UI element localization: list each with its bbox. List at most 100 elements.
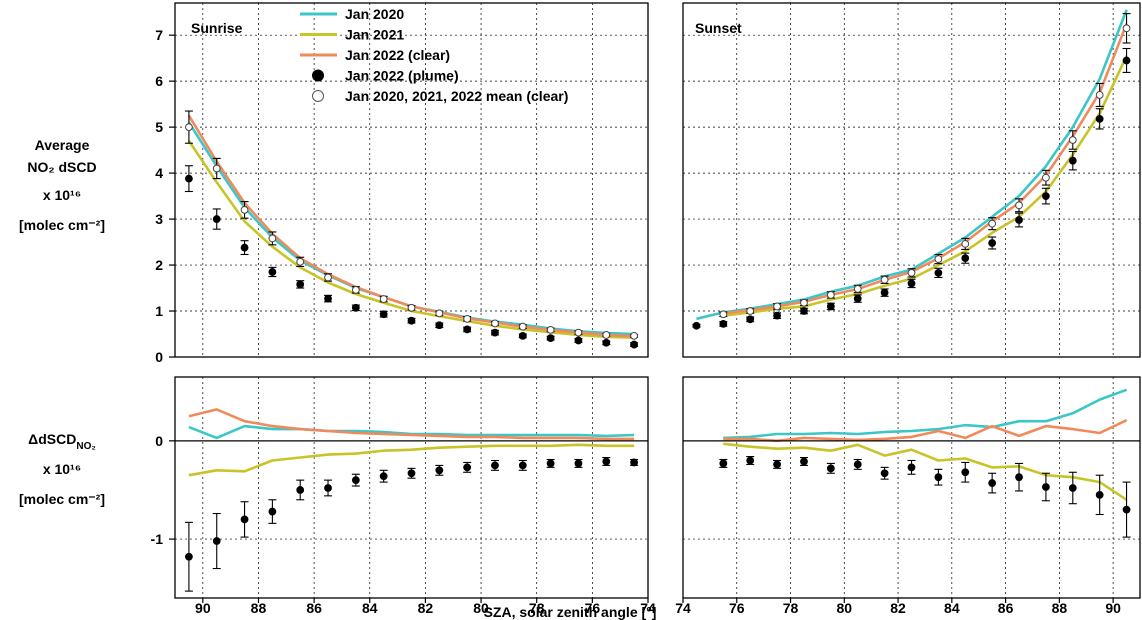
mean-clear-point [602,331,611,339]
delta-plume-point [907,463,916,472]
plume-point [907,279,916,288]
bottom-ylabel-line1: ΔdSCDNO₂ [28,431,96,452]
x-tick-label: 74 [675,600,691,616]
top-ylabel-line1: Average [35,137,90,153]
plume-point [463,325,472,334]
mean-clear-point [240,205,249,214]
delta-plume-point [826,464,835,473]
delta-plume-point [546,459,555,468]
panel-frame [174,2,649,358]
x-tick-label: 86 [998,600,1014,616]
mean-clear-point [518,322,527,331]
plume-point [379,310,388,319]
plume-point [800,307,808,315]
mean-clear-point [463,314,472,323]
delta-plume-point [379,472,388,481]
mean-clear-point [185,123,193,132]
plume-point [1042,192,1050,200]
delta-plume-point [574,459,583,468]
delta-line-sunrise [188,443,635,477]
plume-point [1015,216,1023,224]
mean-clear-point [1122,24,1131,33]
mean-clear-point [546,325,555,334]
delta-plume-point [463,463,472,472]
x-tick-label: 84 [944,600,960,616]
x-tick-label: 84 [362,600,378,616]
plume-point [491,328,499,337]
series-line-sunrise [187,121,635,336]
mean-clear-point [880,275,889,284]
mean-clear-point [351,285,360,294]
plume-point [719,319,728,328]
top-ylabel-line3: x 10¹⁶ [43,187,81,203]
x-tick-label: 74 [640,600,656,616]
delta-plume-point [746,456,755,465]
x-tick-label: 78 [783,600,799,616]
mean-clear-point [574,328,583,337]
mean-clear-point [961,240,970,248]
delta-plume-point [491,461,499,470]
plume-point [407,316,416,325]
x-tick-label: 80 [473,600,489,616]
top-ylabel-line4: [molec cm⁻²] [19,217,105,233]
x-tick-label: 82 [890,600,906,616]
y-tick-label: 5 [155,119,163,135]
series-line-sunset [723,55,1128,317]
x-tick-label: 88 [1052,600,1068,616]
delta-plume-point [435,466,444,475]
delta-plume-point [1015,473,1023,482]
plume-point [853,294,862,303]
delta-plume-point [853,460,862,469]
mean-clear-point [1042,173,1050,182]
plume-point [296,280,305,289]
mean-clear-point [407,303,416,312]
x-tick-label: 80 [837,600,853,616]
mean-clear-point [934,255,943,263]
y-tick-label: 2 [155,257,163,273]
plume-point [1068,156,1077,165]
bottom-ylabel-subscript: NO₂ [76,441,95,452]
sunset-title: Sunset [695,20,742,36]
plume-point [212,215,221,223]
mean-clear-point [800,298,808,307]
delta-plume-point [268,507,277,516]
plume-point [961,254,970,263]
top-ylabel-line2: NO₂ dSCD [27,159,96,175]
delta-line-sunset [723,388,1128,440]
bottom-ylabel-line4: [molec cm⁻²] [19,491,105,507]
plume-point [185,174,193,183]
plume-point [826,302,835,311]
mean-clear-point [268,234,277,243]
panel-frame [174,376,649,599]
mean-clear-point [1015,201,1023,210]
legend-label: Jan 2022 (clear) [345,47,450,63]
delta-plume-point [518,461,527,470]
delta-line-sunset [723,442,1128,501]
plume-point [692,321,701,330]
legend-marker [312,90,324,102]
y-tick-label: 3 [155,211,163,227]
mean-clear-point [296,257,305,266]
sunrise-title: Sunrise [191,20,243,36]
bottom-ylabel-line3: x 10¹⁶ [43,461,81,477]
plume-point [988,239,997,247]
delta-plume-point [1042,483,1050,491]
delta-line-sunset [723,419,1128,443]
y-tick-label: 0 [155,349,163,365]
x-tick-label: 86 [306,600,322,616]
plume-point [934,268,943,277]
legend-label: Jan 2021 [345,27,404,43]
delta-plume-point [934,473,943,482]
delta-plume-point [602,457,611,466]
x-tick-label: 78 [529,600,545,616]
y-tick-label: 0 [155,433,163,449]
mean-clear-point [719,310,728,319]
delta-plume-point [988,479,997,487]
mean-clear-point [324,273,332,282]
mean-clear-point [491,319,499,328]
mean-clear-point [907,268,916,277]
legend-label: Jan 2022 (plume) [345,68,459,84]
delta-plume-point [324,484,332,492]
x-tick-label: 90 [1105,600,1121,616]
